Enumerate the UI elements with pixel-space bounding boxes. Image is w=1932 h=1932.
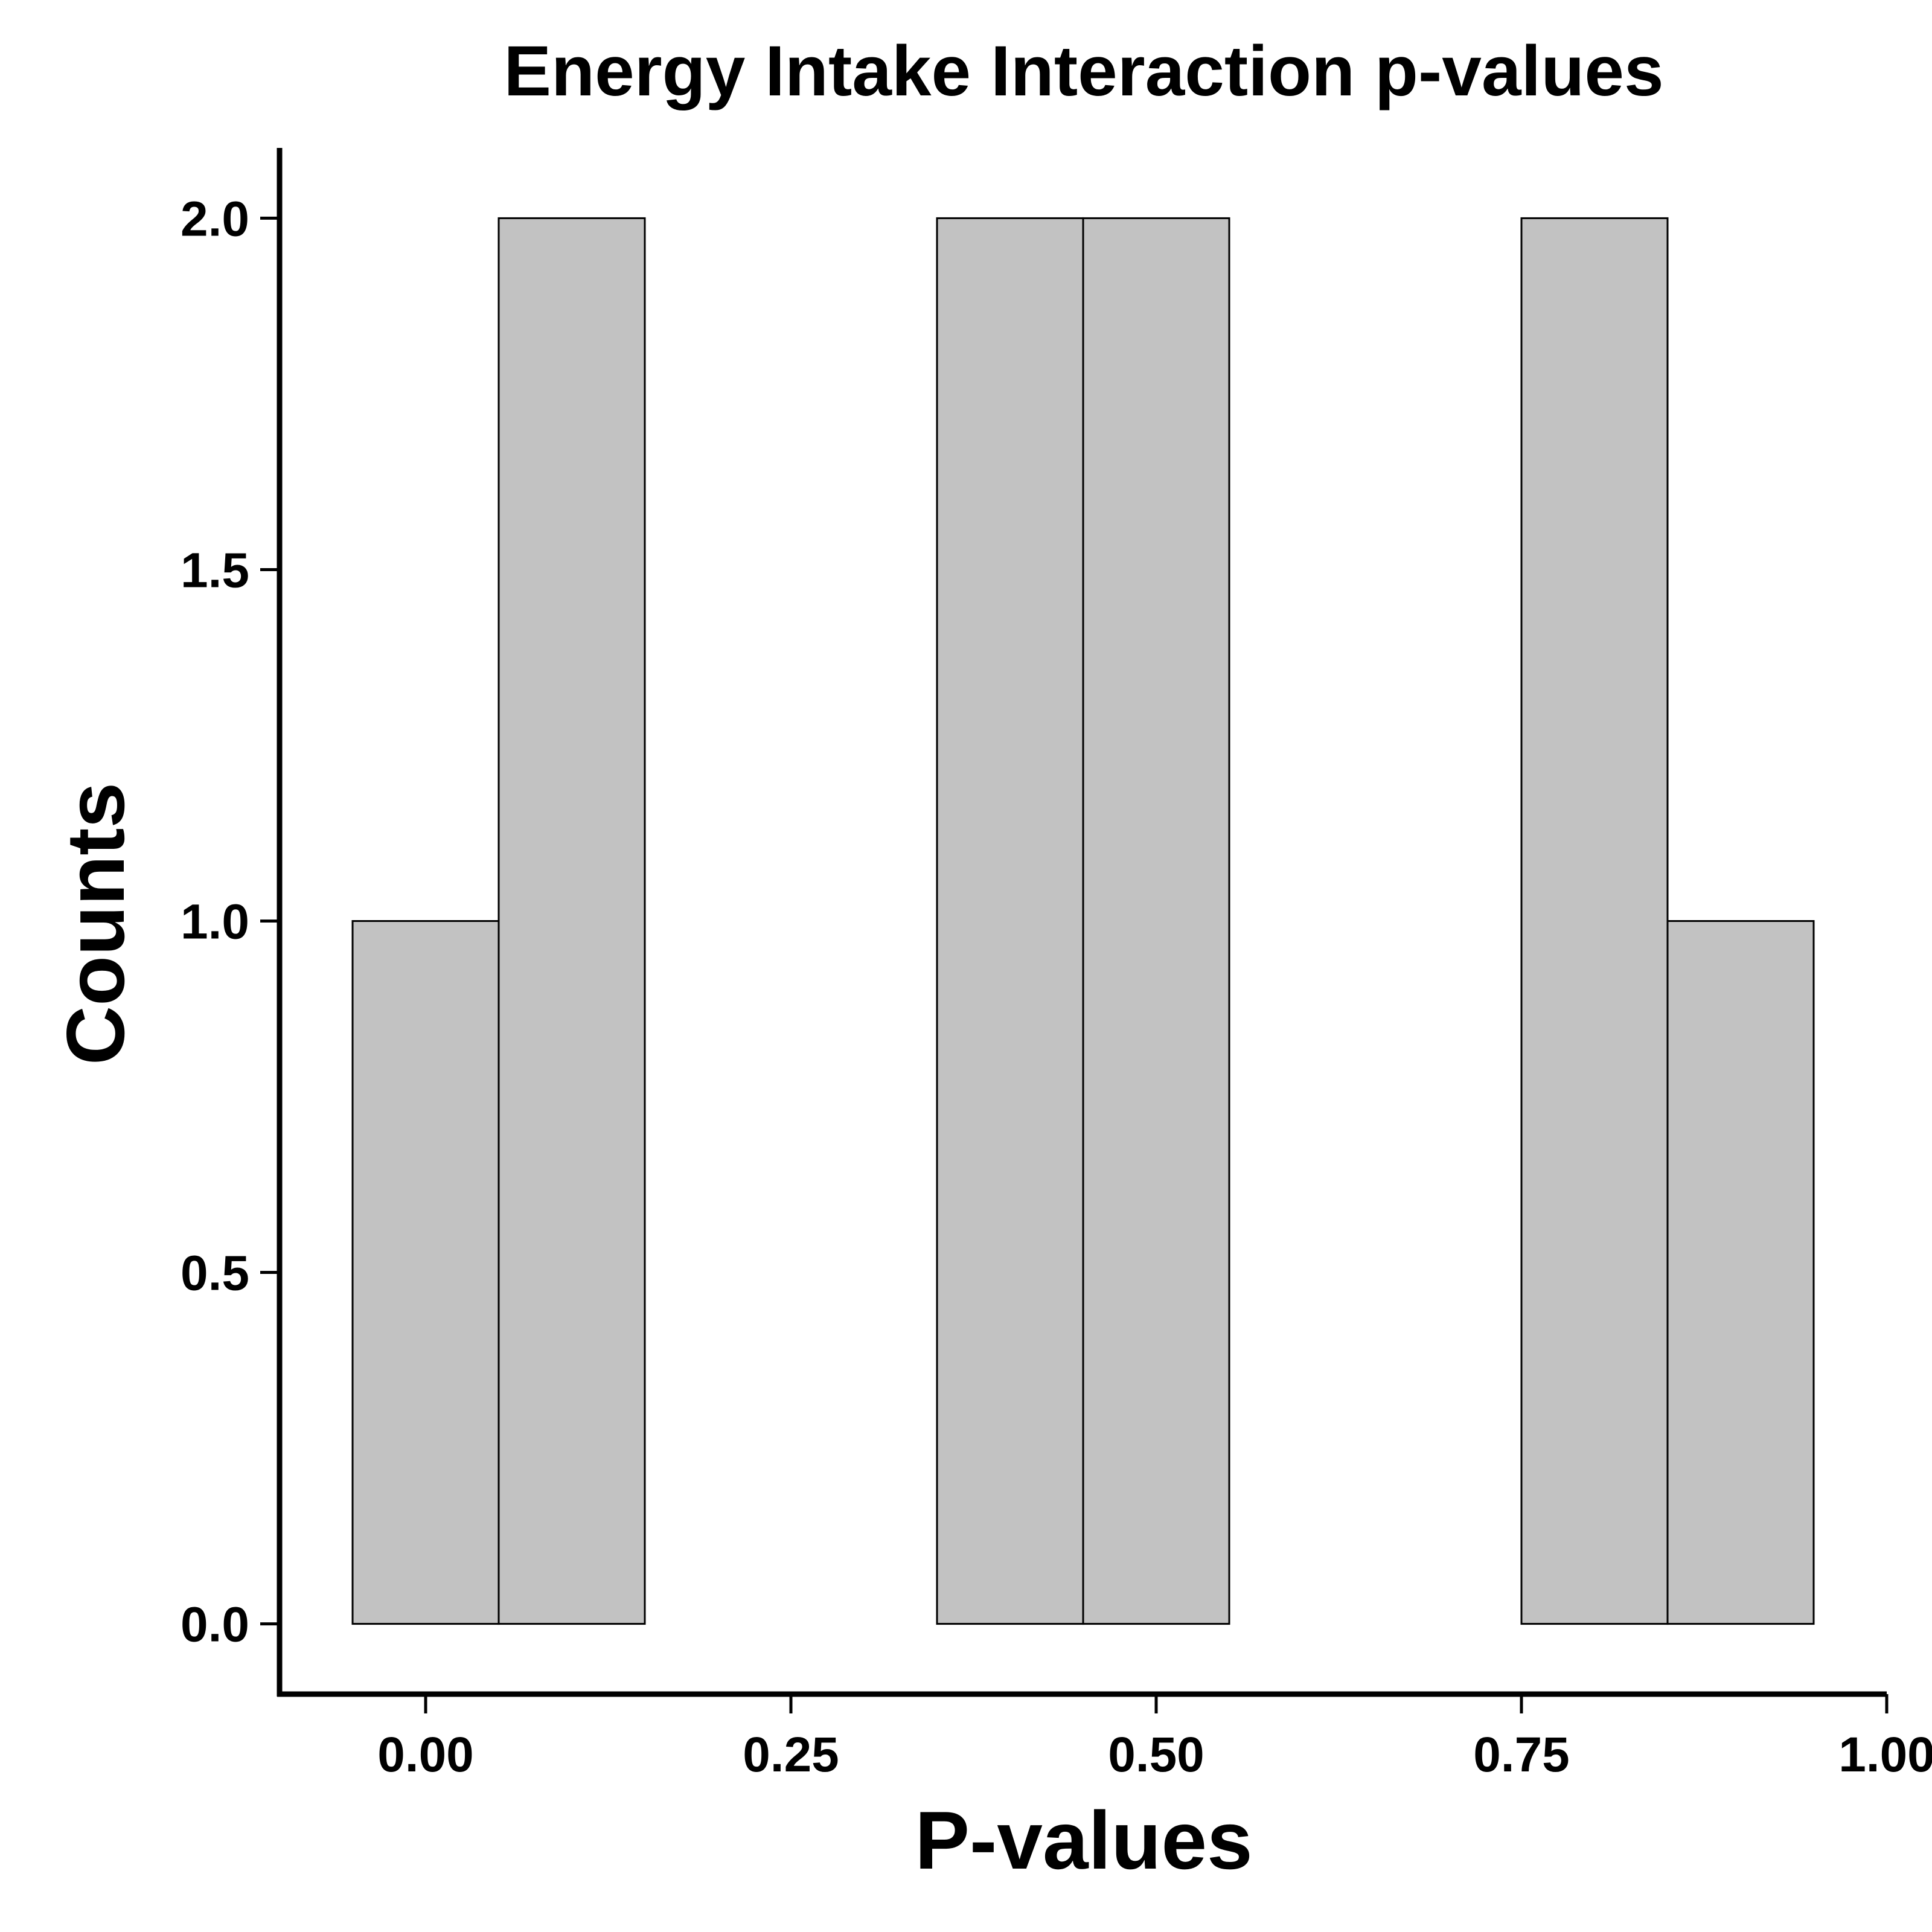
x-tick-label-4: 1.00 <box>1838 1727 1932 1782</box>
histogram-bar-9 <box>1666 920 1815 1625</box>
x-axis: 0.00 0.25 0.50 0.75 1.00 <box>277 1691 1932 1782</box>
y-tick-label-0: 0.0 <box>181 1598 249 1652</box>
x-tick-label-3: 0.75 <box>1473 1727 1570 1782</box>
x-tick-label-2: 0.50 <box>1108 1727 1204 1782</box>
chart-title: Energy Intake Interaction p-values <box>504 31 1663 111</box>
x-tick-label-0: 0.00 <box>377 1727 474 1782</box>
y-tick-label-2: 1.0 <box>181 895 249 950</box>
histogram-bar-8 <box>1520 217 1669 1625</box>
x-tick-label-1: 0.25 <box>743 1727 839 1782</box>
histogram-bar-1 <box>497 217 646 1625</box>
histogram-bar-4 <box>936 217 1084 1625</box>
y-axis: 0.0 0.5 1.0 1.5 2.0 <box>181 148 283 1697</box>
histogram-bar-0 <box>351 920 500 1625</box>
y-tick-label-1: 0.5 <box>181 1246 249 1301</box>
histogram-bars <box>351 217 1815 1625</box>
histogram-bar-5 <box>1082 217 1230 1625</box>
y-tick-label-4: 2.0 <box>181 191 249 246</box>
y-tick-label-3: 1.5 <box>181 543 249 598</box>
x-axis-title: P-values <box>915 1794 1252 1886</box>
y-axis-title: Counts <box>50 782 141 1065</box>
